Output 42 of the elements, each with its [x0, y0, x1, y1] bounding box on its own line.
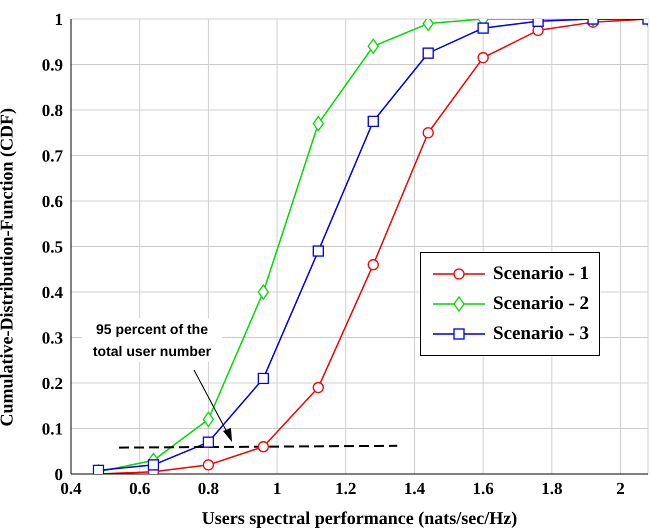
point [312, 116, 324, 132]
point [258, 372, 269, 384]
point [368, 116, 379, 128]
point [258, 441, 269, 452]
point [202, 459, 214, 471]
y-tick-label: 0.3 [42, 328, 63, 348]
x-tick-label: 1.4 [404, 479, 426, 498]
x-tick-label: 0.6 [129, 479, 150, 498]
x-tick-label: 1.6 [472, 479, 494, 498]
point [368, 38, 379, 54]
point [202, 436, 214, 448]
point [148, 459, 160, 471]
y-axis-title: Cumulative-Distribution-Function (CDF) [0, 108, 16, 426]
x-tick-label: 2 [616, 479, 625, 498]
annotation: 95 percent of the total user number [82, 318, 222, 362]
legend-label: Scenario - 2 [493, 293, 590, 315]
x-tick-label: 1 [272, 479, 282, 498]
y-tick-label: 0 [54, 465, 63, 484]
point [258, 284, 269, 300]
point [477, 52, 489, 64]
x-tick-label: 1.2 [335, 479, 356, 498]
x-axis-title: Users spectral performance (nats/sec/Hz) [202, 508, 518, 528]
x-tick-label: 1.8 [541, 479, 562, 498]
y-tick-label: 0.5 [42, 238, 63, 257]
y-tick-label: 0.8 [42, 101, 63, 120]
x-tick-label: 0.8 [198, 479, 220, 498]
legend-label: Scenario - 3 [493, 323, 590, 345]
y-tick-label: 0.1 [42, 420, 63, 439]
point [422, 127, 434, 138]
point [312, 245, 324, 257]
point [477, 22, 489, 34]
y-tick-label: 0.9 [42, 56, 63, 75]
y-tick-label: 0.2 [42, 374, 63, 394]
point [312, 382, 324, 394]
legend-label: Scenario - 1 [493, 263, 590, 285]
y-tick-label: 0.7 [42, 146, 64, 166]
y-tick-label: 0.4 [42, 283, 64, 302]
point [202, 412, 214, 428]
point [422, 47, 434, 59]
y-tick-label: 1 [54, 10, 63, 30]
y-tick-label: 0.6 [42, 192, 63, 212]
point [368, 259, 379, 270]
